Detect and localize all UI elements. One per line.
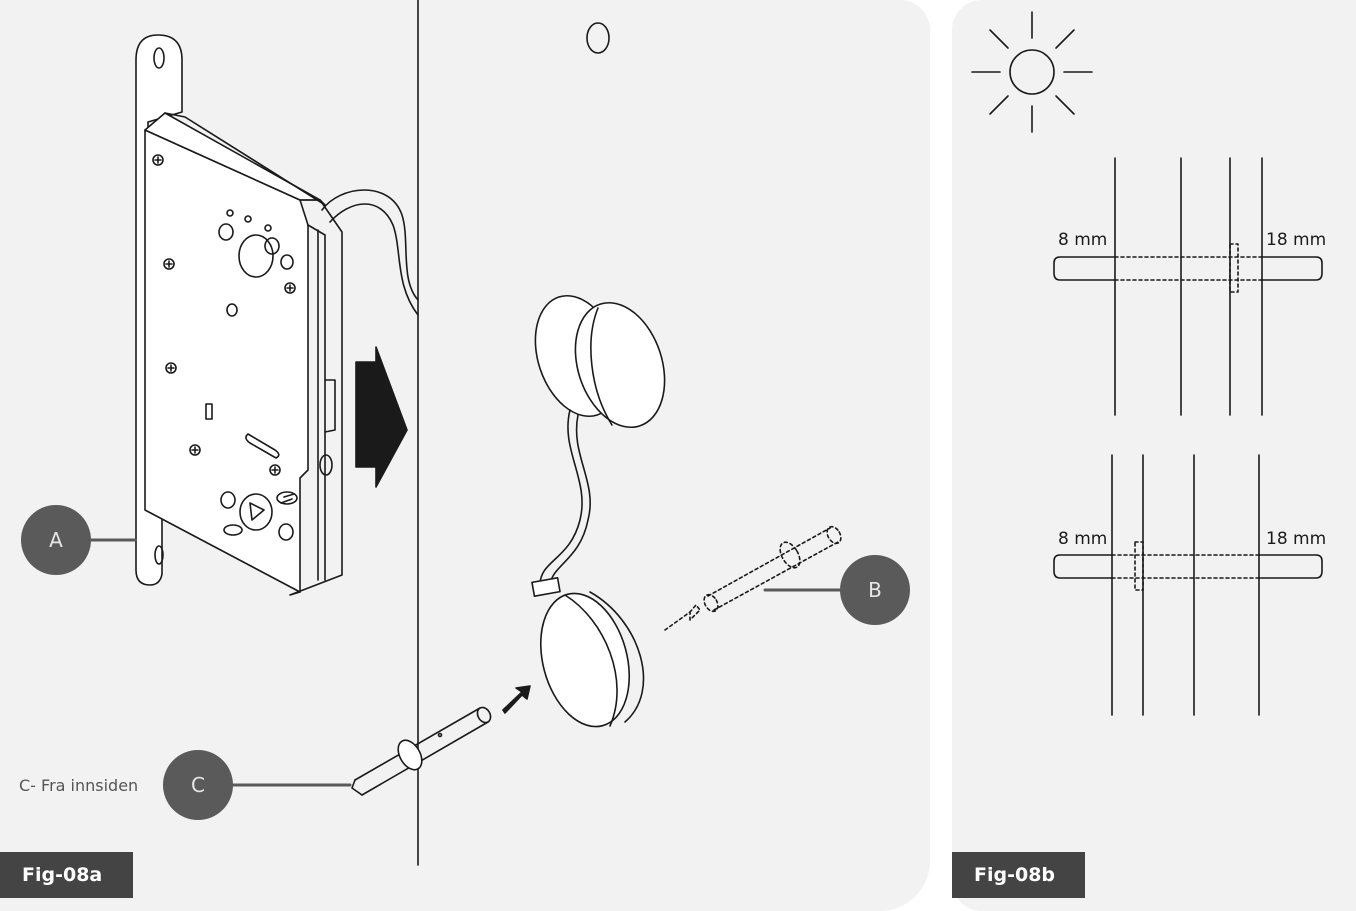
spindle-b	[664, 525, 842, 631]
knob-bottom	[539, 591, 645, 728]
measure-bottom-left: 8 mm	[1058, 529, 1108, 549]
right-panel	[952, 0, 1356, 911]
wire-connector	[531, 577, 561, 597]
callout-b: B	[840, 555, 910, 625]
mortise-lock	[135, 34, 419, 596]
door-hole	[586, 22, 610, 54]
measure-top-left: 8 mm	[1058, 230, 1108, 250]
arrow-right-icon	[355, 346, 408, 488]
knob-top	[534, 294, 666, 429]
section-bottom	[1053, 454, 1323, 716]
spindle-c	[351, 706, 492, 796]
sun-icon	[971, 11, 1093, 133]
callout-a: A	[21, 505, 91, 575]
arrow-small-icon	[502, 685, 531, 714]
section-top	[1053, 157, 1323, 416]
figure-label-a: Fig-08a	[0, 852, 133, 898]
measure-top-right: 18 mm	[1266, 230, 1327, 250]
figure-label-b: Fig-08b	[952, 852, 1085, 898]
callout-c: C	[163, 750, 233, 820]
caption-c: C- Fra innsiden	[19, 776, 139, 795]
measure-bottom-right: 18 mm	[1266, 529, 1327, 549]
knob-wire	[539, 409, 583, 586]
